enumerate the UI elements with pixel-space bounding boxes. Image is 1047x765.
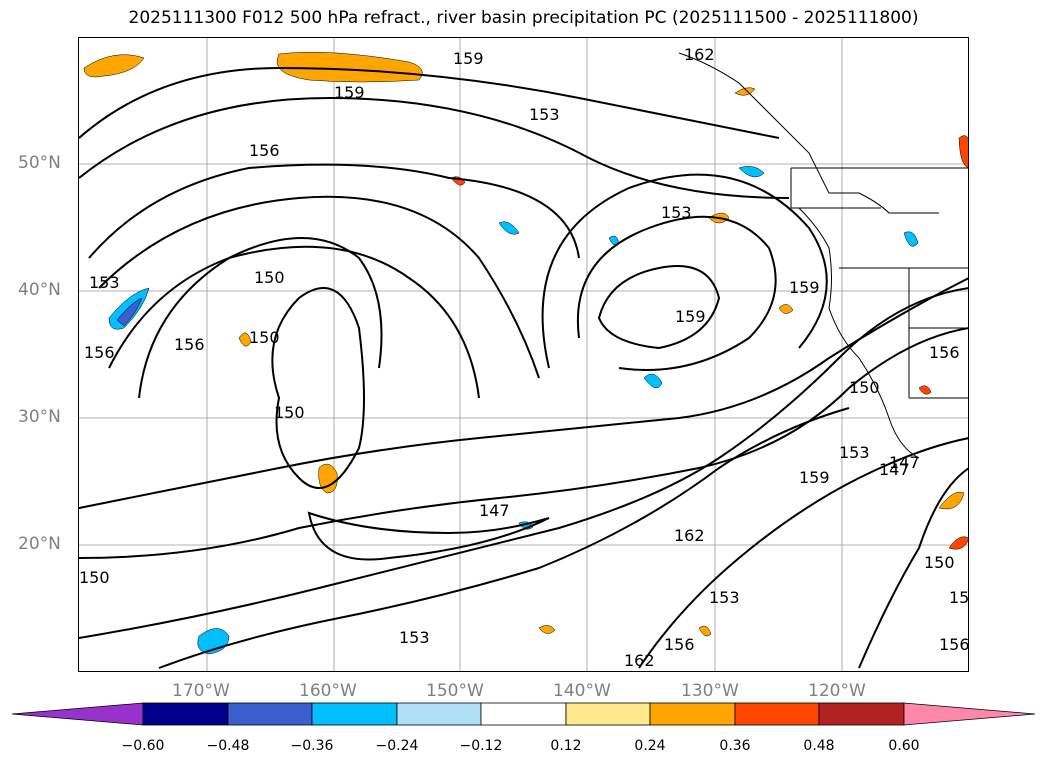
coastline bbox=[678, 52, 968, 459]
contour-label: 150 bbox=[249, 328, 280, 347]
colorbar-tick: 0.36 bbox=[719, 738, 751, 754]
contour-label: 147 bbox=[879, 460, 910, 479]
colorbar-segment bbox=[396, 702, 482, 726]
colorbar-segment bbox=[734, 702, 820, 726]
colorbar bbox=[11, 702, 1036, 726]
lat-label: 50°N bbox=[18, 153, 61, 173]
lat-label: 40°N bbox=[18, 280, 61, 300]
colorbar-tick: 0.24 bbox=[634, 738, 666, 754]
contour-label: 156 bbox=[174, 335, 205, 354]
contour-label: 153 bbox=[89, 273, 120, 292]
contour-label: 153 bbox=[399, 628, 430, 647]
height-contours bbox=[79, 66, 968, 669]
contour-label: 156 bbox=[939, 635, 969, 654]
contour-label: 159 bbox=[334, 83, 365, 102]
lat-label: 20°N bbox=[18, 534, 61, 554]
precip-patch bbox=[538, 625, 556, 634]
precip-patch bbox=[778, 304, 794, 314]
contour-label: 156 bbox=[664, 635, 695, 654]
precip-patch bbox=[948, 536, 968, 550]
contour-label: 159 bbox=[675, 307, 706, 326]
colorbar-tick: −0.60 bbox=[121, 738, 165, 754]
map-title: 2025111300 F012 500 hPa refract., river … bbox=[128, 8, 919, 28]
lon-label: 170°W bbox=[172, 681, 230, 701]
contour-label: 156 bbox=[84, 343, 115, 362]
contour-label: 153 bbox=[709, 588, 740, 607]
contour-label: 153 bbox=[529, 105, 560, 124]
contour-label: 159 bbox=[799, 468, 830, 487]
colorbar-tick: 0.60 bbox=[888, 738, 920, 754]
precip-patch bbox=[643, 373, 663, 389]
contour-label: 162 bbox=[684, 45, 715, 64]
colorbar-segment bbox=[227, 702, 313, 726]
colorbar-tick: −0.24 bbox=[375, 738, 419, 754]
contour-label: 147 bbox=[479, 501, 510, 520]
precip-patch bbox=[738, 166, 765, 178]
colorbar-segment bbox=[649, 702, 736, 726]
contour-label: 159 bbox=[949, 588, 969, 607]
colorbar-tick: 0.48 bbox=[803, 738, 835, 754]
contour-label: 156 bbox=[929, 343, 960, 362]
colorbar-tick: −0.48 bbox=[206, 738, 250, 754]
precip-patch bbox=[83, 54, 145, 78]
precip-patch bbox=[918, 385, 932, 395]
lon-label: 130°W bbox=[681, 681, 739, 701]
colorbar-segment bbox=[142, 702, 229, 726]
colorbar-tick: 0.12 bbox=[550, 738, 582, 754]
contour-label: 159 bbox=[789, 278, 820, 297]
contour-label: 150 bbox=[254, 268, 285, 287]
map-panel: 159 156 153 150 147 162 159 153 156 159 … bbox=[78, 37, 969, 672]
contour-label: 153 bbox=[661, 203, 692, 222]
lon-label: 150°W bbox=[426, 681, 484, 701]
colorbar-segment bbox=[311, 702, 398, 726]
colorbar-extend-min bbox=[11, 702, 144, 726]
precip-patch bbox=[238, 332, 252, 347]
contour-label: 150 bbox=[79, 568, 110, 587]
contour-label: 150 bbox=[274, 403, 305, 422]
precip-patch bbox=[903, 231, 919, 247]
precip-patch bbox=[498, 221, 520, 235]
colorbar-tick: −0.12 bbox=[459, 738, 503, 754]
colorbar-segment bbox=[480, 702, 567, 726]
colorbar-tick: −0.36 bbox=[290, 738, 334, 754]
contour-label: 159 bbox=[453, 49, 484, 68]
contour-label: 150 bbox=[849, 378, 880, 397]
contour-label: 147 bbox=[889, 453, 920, 472]
lon-label: 140°W bbox=[553, 681, 611, 701]
contour-label: 162 bbox=[674, 526, 705, 545]
colorbar-segment bbox=[565, 702, 651, 726]
lon-label: 120°W bbox=[808, 681, 866, 701]
precip-patch bbox=[116, 297, 143, 327]
contour-label: 162 bbox=[624, 651, 655, 670]
precip-patch bbox=[938, 491, 965, 510]
precip-patch bbox=[958, 135, 968, 168]
lat-label: 30°N bbox=[18, 407, 61, 427]
colorbar-extend-max bbox=[903, 702, 1036, 726]
contour-label: 156 bbox=[249, 141, 280, 160]
precip-patch bbox=[318, 463, 338, 494]
precip-patch bbox=[698, 625, 712, 637]
contour-label: 153 bbox=[839, 443, 870, 462]
map-canvas: 159 156 153 150 147 162 159 153 156 159 … bbox=[79, 38, 969, 671]
lon-label: 160°W bbox=[299, 681, 357, 701]
colorbar-segment bbox=[818, 702, 905, 726]
contour-label: 150 bbox=[924, 553, 955, 572]
precip-patch bbox=[276, 51, 423, 83]
